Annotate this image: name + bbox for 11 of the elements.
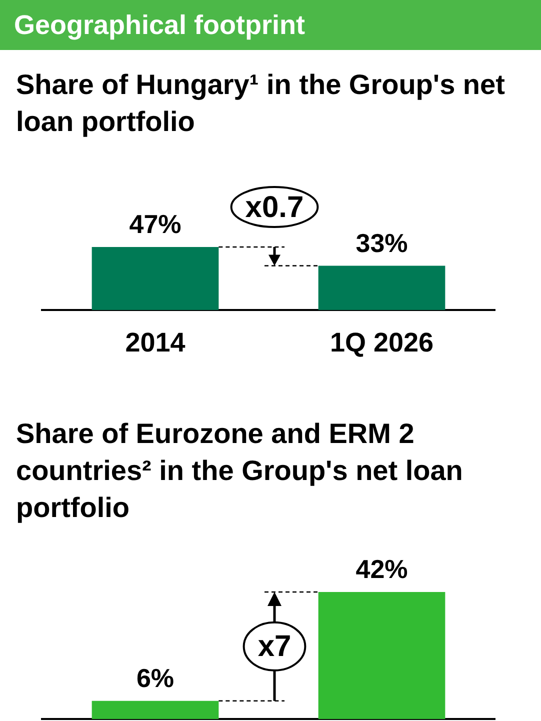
x-tick-label: 1Q 2026 xyxy=(330,328,434,358)
data-label: 47% xyxy=(129,209,182,240)
annotation: x7 xyxy=(258,630,292,664)
chart-title: Share of Eurozone and ERM 2 countries² in the Group's net loan portfolio xyxy=(16,417,464,525)
chart-subtitle: Share of Hungary¹ in the Group's net loan portfolio xyxy=(16,68,506,139)
data-label: 42% xyxy=(356,554,408,584)
text: x0.7 xyxy=(245,191,304,224)
data-label: 33% xyxy=(356,228,408,258)
x-tick-label: 2014 xyxy=(125,328,186,358)
data-label: 6% xyxy=(136,663,174,694)
chart-title: Geographical footprint xyxy=(0,0,541,50)
